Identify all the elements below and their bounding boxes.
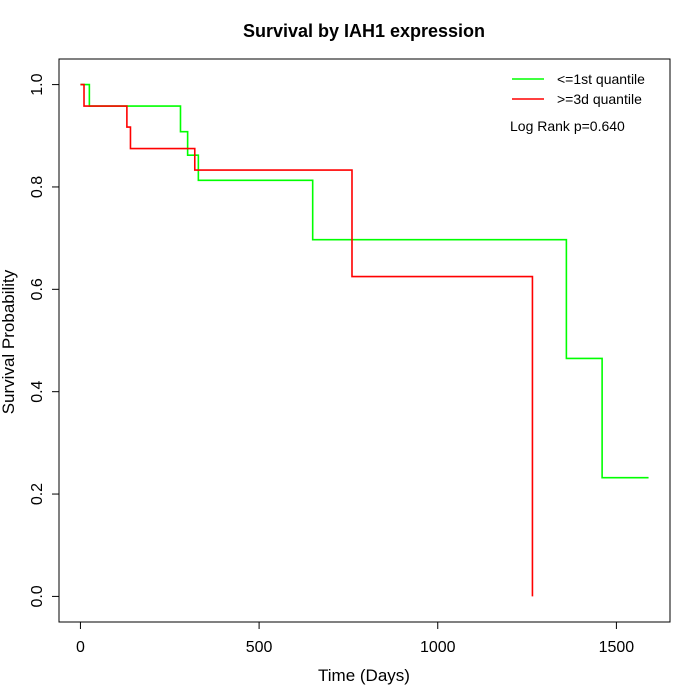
x-axis: 0 500 1000 1500 (76, 621, 635, 656)
y-tick-label: 0.4 (29, 380, 46, 402)
y-tick-label: 0.0 (29, 585, 46, 607)
legend-label-0: <=1st quantile (557, 71, 645, 87)
x-tick-label: 0 (76, 639, 85, 656)
x-axis-label: Time (Days) (318, 666, 410, 685)
chart-title: Survival by IAH1 expression (243, 21, 485, 41)
y-tick-label: 1.0 (29, 73, 46, 95)
series-line-1 (80, 83, 534, 597)
legend-label-1: >=3d quantile (557, 91, 642, 107)
y-axis: 0.0 0.2 0.4 0.6 0.8 1.0 (29, 73, 60, 608)
x-tick-label: 1000 (420, 639, 456, 656)
legend: <=1st quantile >=3d quantile (512, 71, 645, 107)
x-tick-label: 500 (246, 639, 273, 656)
plot-frame (58, 58, 671, 623)
log-rank-annotation: Log Rank p=0.640 (510, 118, 625, 134)
x-tick-label: 1500 (599, 639, 635, 656)
series-line-0 (80, 83, 649, 479)
series-layer (80, 83, 649, 597)
y-tick-label: 0.6 (29, 278, 46, 300)
y-axis-label: Survival Probability (0, 269, 18, 414)
y-tick-label: 0.8 (29, 176, 46, 198)
y-tick-label: 0.2 (29, 483, 46, 505)
